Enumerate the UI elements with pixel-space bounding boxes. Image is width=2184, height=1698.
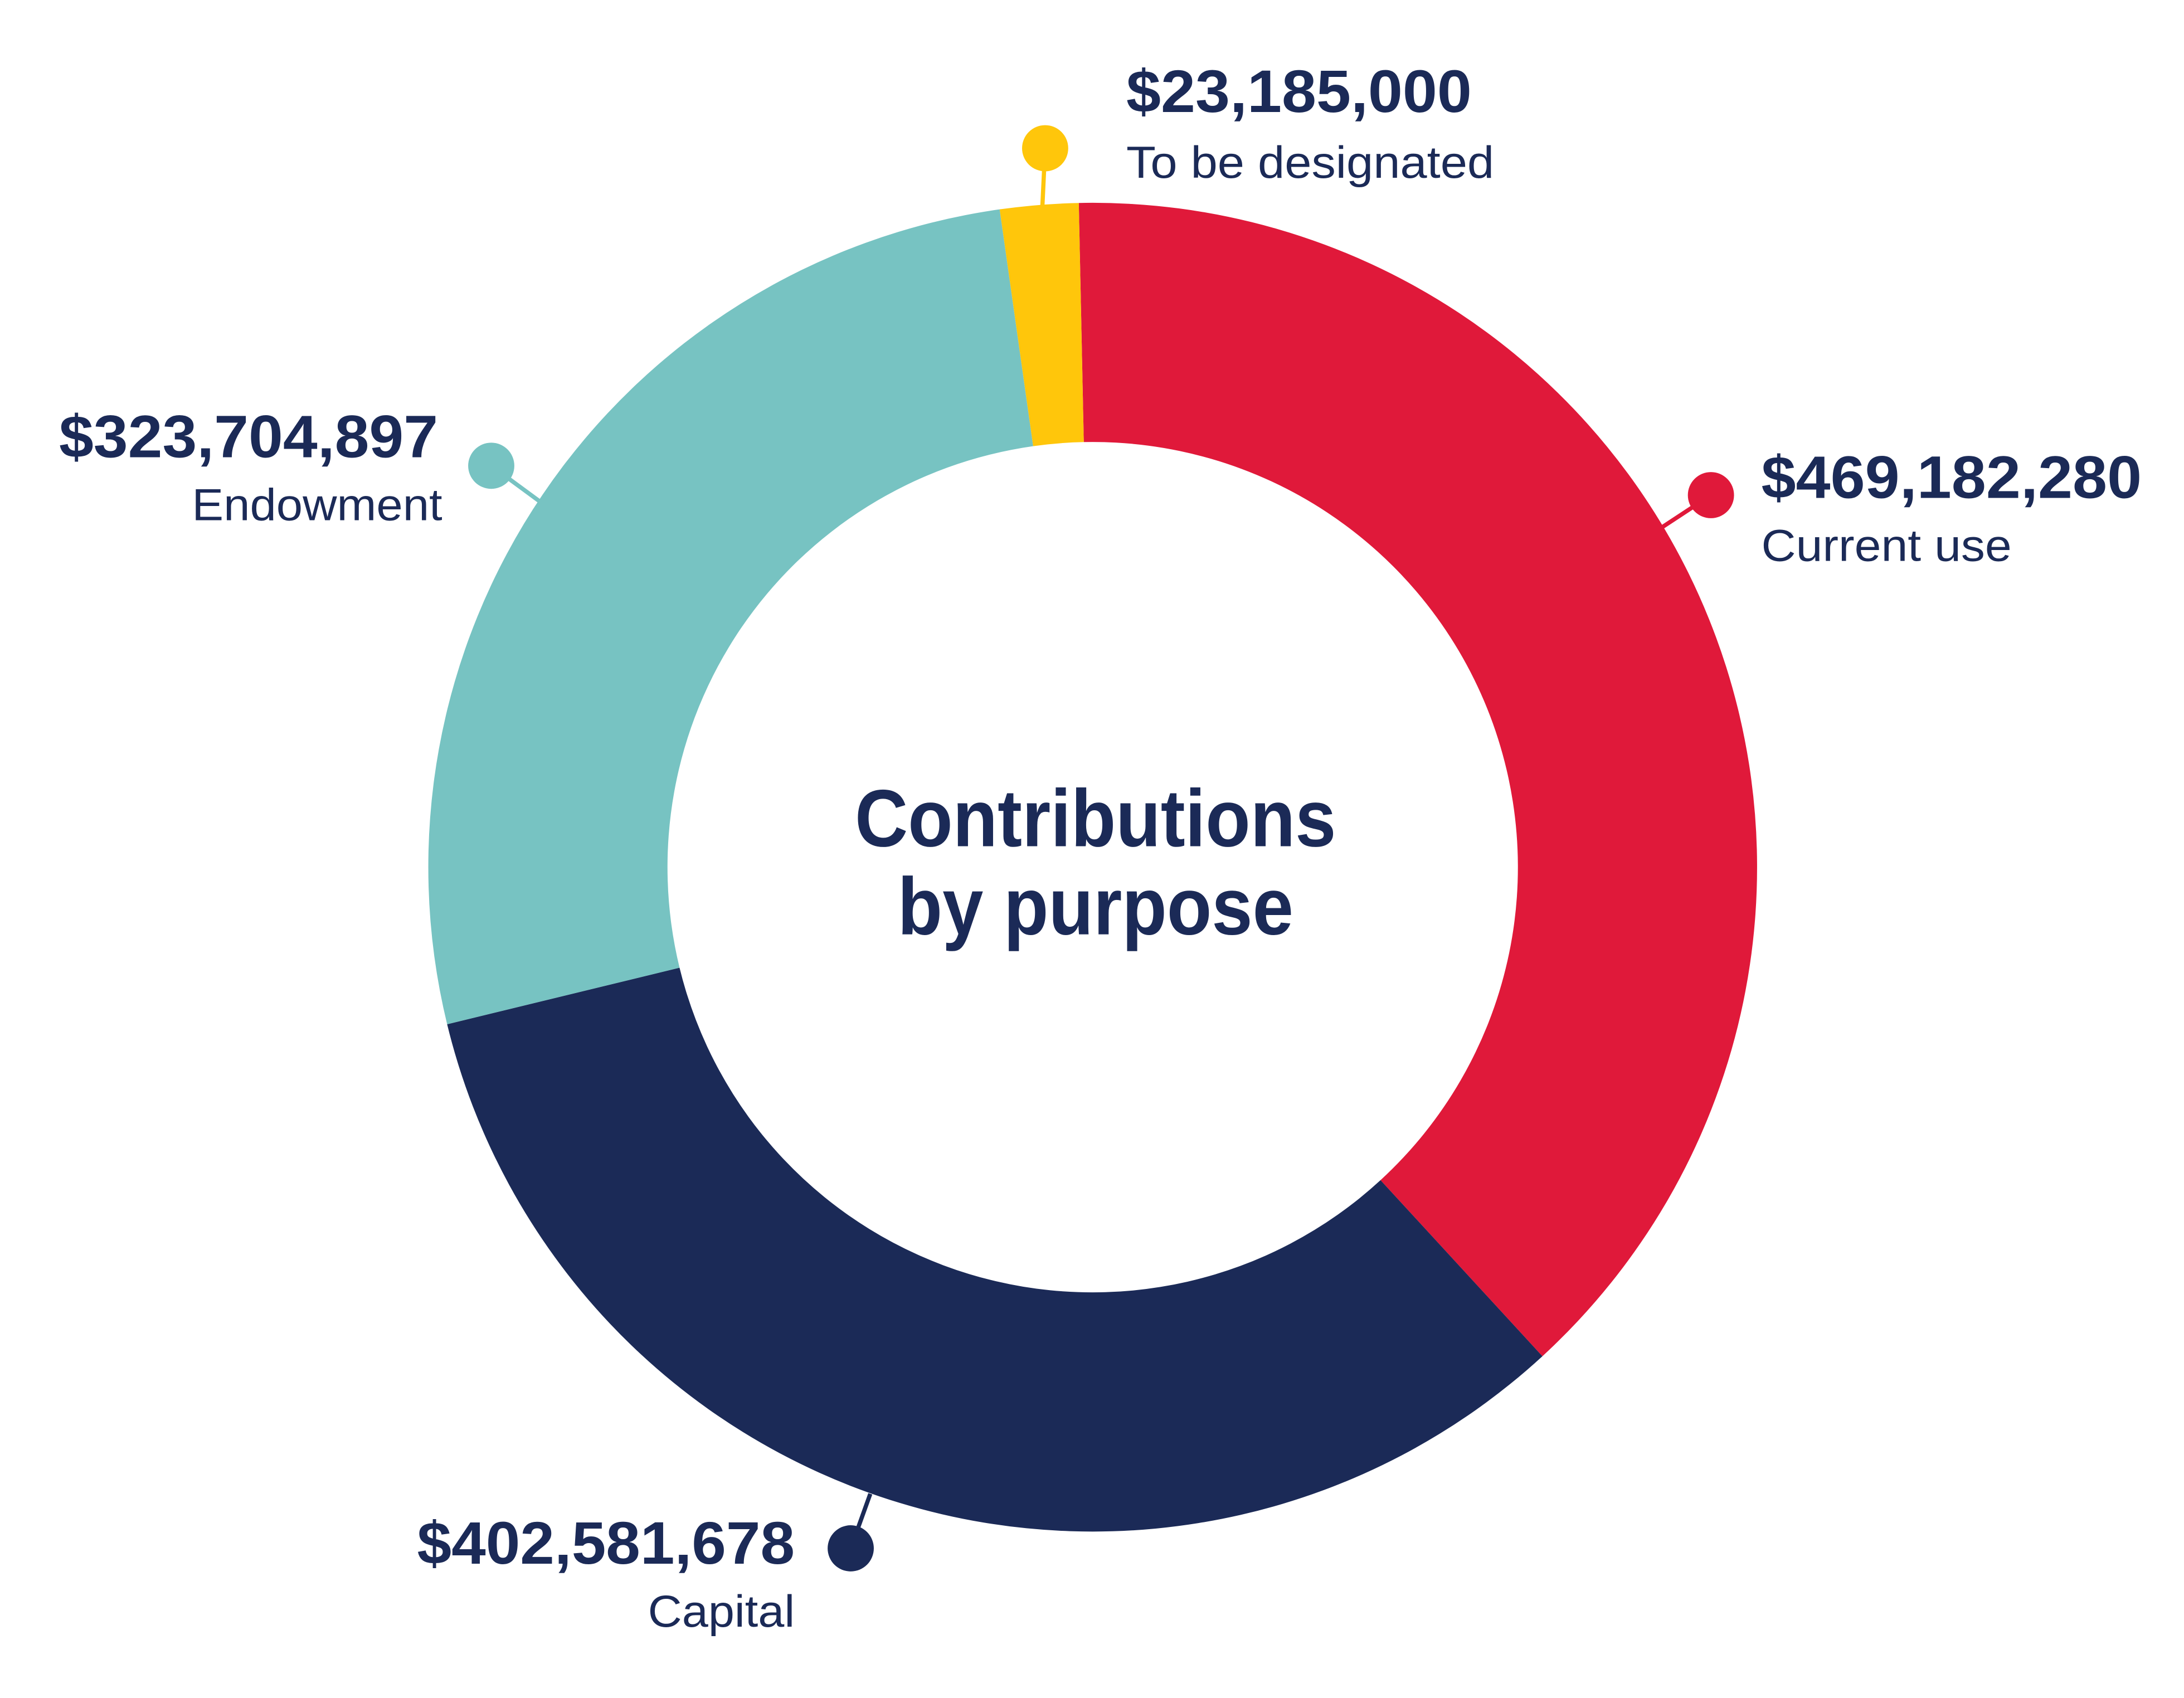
value-label-to-be-designated: $23,185,000 bbox=[1126, 57, 1472, 125]
slice-current-use bbox=[1078, 202, 1757, 1356]
value-label-current-use: $469,182,280 bbox=[1761, 444, 2142, 511]
category-label-current-use: Current use bbox=[1761, 520, 2011, 571]
chart-title-line-2: by purpose bbox=[898, 861, 1293, 952]
callout-dot-endowment bbox=[468, 442, 514, 489]
category-label-endowment: Endowment bbox=[192, 480, 442, 531]
category-label-to-be-designated: To be designated bbox=[1126, 138, 1494, 188]
slices bbox=[428, 202, 1757, 1532]
category-label-capital: Capital bbox=[648, 1587, 795, 1637]
slice-endowment bbox=[428, 209, 1033, 1024]
callouts bbox=[468, 125, 1734, 1571]
slice-capital bbox=[447, 967, 1543, 1532]
chart-title-line-1: Contributions bbox=[855, 772, 1336, 863]
callout-dot-current-use bbox=[1687, 472, 1734, 518]
callout-dot-capital bbox=[828, 1525, 874, 1571]
slice-to-be-designated bbox=[999, 203, 1084, 446]
value-label-capital: $402,581,678 bbox=[417, 1509, 795, 1577]
callout-dot-to-be-designated bbox=[1022, 125, 1068, 172]
value-label-endowment: $323,704,897 bbox=[59, 403, 438, 470]
